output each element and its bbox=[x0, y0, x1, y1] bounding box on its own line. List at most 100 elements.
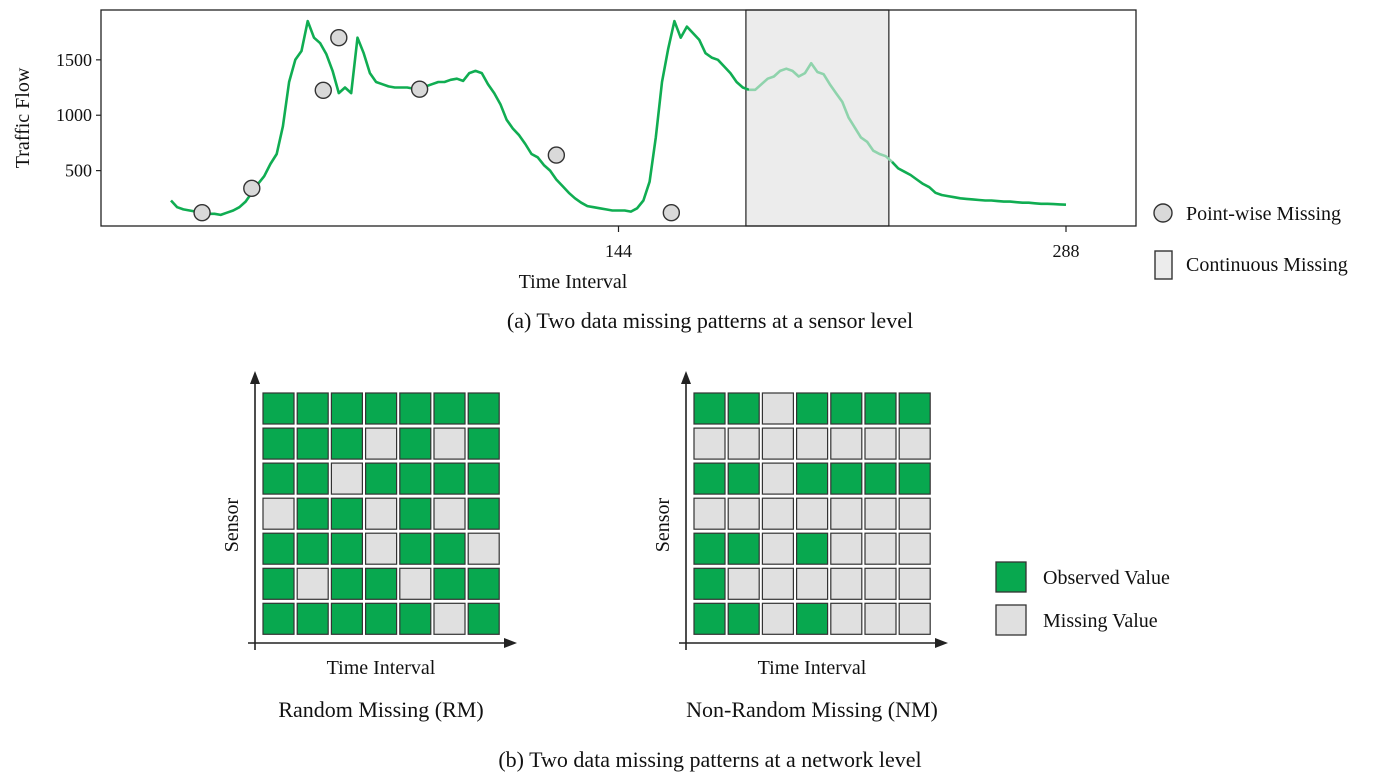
observed-cell bbox=[365, 462, 398, 495]
panel-b-caption: (b) Two data missing patterns at a netwo… bbox=[498, 747, 921, 772]
y-tick-label: 1500 bbox=[56, 50, 92, 70]
panel-b: Sensor Time Interval Random Missing (RM)… bbox=[221, 371, 1170, 772]
missing-cell bbox=[761, 427, 795, 460]
missing-cell bbox=[864, 567, 897, 600]
missing-cell bbox=[727, 427, 760, 460]
traffic-flow-line bbox=[170, 19, 1067, 217]
missing-cell bbox=[864, 602, 897, 635]
point-wise-missing-markers bbox=[193, 28, 681, 222]
observed-cell bbox=[296, 392, 329, 425]
missing-cell bbox=[761, 567, 795, 600]
observed-cell bbox=[399, 602, 432, 635]
observed-cell bbox=[693, 567, 726, 600]
observed-cell bbox=[727, 462, 760, 495]
missing-cell bbox=[830, 567, 863, 600]
missing-cell bbox=[795, 567, 829, 600]
point-wise-missing-legend-icon bbox=[1153, 203, 1173, 223]
observed-cell bbox=[727, 392, 760, 425]
random-missing-cells bbox=[262, 392, 500, 635]
observed-cell bbox=[795, 532, 829, 565]
observed-cell bbox=[433, 462, 466, 495]
missing-cell bbox=[330, 462, 363, 495]
time-axis-arrow bbox=[504, 638, 517, 648]
point-wise-missing-marker bbox=[662, 204, 681, 222]
point-wise-missing-marker bbox=[547, 146, 566, 164]
continuous-missing-region bbox=[745, 9, 890, 227]
continuous-missing-legend-icon bbox=[1154, 250, 1173, 280]
point-wise-missing-marker bbox=[314, 81, 332, 100]
observed-cell bbox=[262, 532, 295, 565]
missing-cell bbox=[761, 532, 795, 565]
observed-cell bbox=[795, 602, 829, 635]
sensor-axis-label: Sensor bbox=[652, 497, 674, 552]
non-random-missing-title: Non-Random Missing (NM) bbox=[686, 697, 938, 722]
non-random-missing-cells bbox=[693, 392, 931, 635]
y-axis-ticks: 500 1000 1500 bbox=[56, 50, 101, 181]
missing-cell bbox=[898, 602, 931, 635]
missing-cell bbox=[365, 427, 398, 460]
observed-cell bbox=[262, 427, 295, 460]
missing-cell bbox=[864, 532, 897, 565]
observed-cell bbox=[467, 392, 500, 425]
observed-cell bbox=[693, 602, 726, 635]
missing-cell bbox=[830, 532, 863, 565]
observed-cell bbox=[433, 567, 466, 600]
non-random-missing-grid: Sensor Time Interval Non-Random Missing … bbox=[652, 371, 948, 722]
observed-cell bbox=[330, 427, 363, 460]
point-wise-missing-legend-label: Point-wise Missing bbox=[1186, 203, 1341, 225]
time-axis-arrow bbox=[935, 638, 948, 648]
sensor-axis-arrow bbox=[250, 371, 260, 384]
missing-cell bbox=[830, 602, 863, 635]
observed-cell bbox=[467, 497, 500, 530]
continuous-missing-legend-label: Continuous Missing bbox=[1186, 254, 1348, 276]
observed-cell bbox=[399, 392, 432, 425]
panel-a-caption: (a) Two data missing patterns at a senso… bbox=[507, 308, 913, 333]
observed-cell bbox=[262, 462, 295, 495]
missing-cell bbox=[830, 497, 863, 530]
point-wise-missing-marker bbox=[330, 28, 348, 47]
missing-cell bbox=[761, 602, 795, 635]
missing-cell bbox=[693, 497, 726, 530]
observed-cell bbox=[296, 462, 329, 495]
observed-value-legend-swatch bbox=[995, 561, 1027, 593]
y-axis-label: Traffic Flow bbox=[12, 67, 34, 168]
missing-cell bbox=[296, 567, 329, 600]
missing-cell bbox=[864, 427, 897, 460]
missing-cell bbox=[365, 532, 398, 565]
observed-cell bbox=[693, 392, 726, 425]
y-tick-label: 500 bbox=[65, 161, 92, 181]
observed-cell bbox=[830, 392, 863, 425]
missing-cell bbox=[433, 497, 466, 530]
random-missing-grid: Sensor Time Interval Random Missing (RM) bbox=[221, 371, 517, 722]
missing-cell bbox=[830, 427, 863, 460]
observed-cell bbox=[399, 427, 432, 460]
observed-cell bbox=[693, 462, 726, 495]
observed-cell bbox=[795, 392, 829, 425]
missing-value-legend-swatch bbox=[995, 604, 1027, 636]
observed-cell bbox=[399, 497, 432, 530]
missing-cell bbox=[864, 497, 897, 530]
observed-cell bbox=[433, 392, 466, 425]
missing-cell bbox=[467, 532, 500, 565]
missing-cell bbox=[795, 497, 829, 530]
observed-cell bbox=[330, 497, 363, 530]
missing-cell bbox=[433, 427, 466, 460]
missing-cell bbox=[898, 532, 931, 565]
missing-cell bbox=[399, 567, 432, 600]
missing-cell bbox=[898, 427, 931, 460]
observed-cell bbox=[365, 602, 398, 635]
observed-cell bbox=[399, 462, 432, 495]
missing-cell bbox=[262, 497, 295, 530]
missing-cell bbox=[761, 462, 795, 495]
observed-cell bbox=[296, 497, 329, 530]
observed-cell bbox=[399, 532, 432, 565]
time-axis-label: Time Interval bbox=[327, 657, 436, 679]
panel-b-legend: Observed Value Missing Value bbox=[995, 561, 1170, 636]
observed-cell bbox=[727, 602, 760, 635]
missing-cell bbox=[795, 427, 829, 460]
traffic-flow-line-missing-segment bbox=[749, 61, 893, 163]
observed-cell bbox=[467, 602, 500, 635]
y-tick-label: 1000 bbox=[56, 105, 92, 125]
observed-cell bbox=[330, 392, 363, 425]
